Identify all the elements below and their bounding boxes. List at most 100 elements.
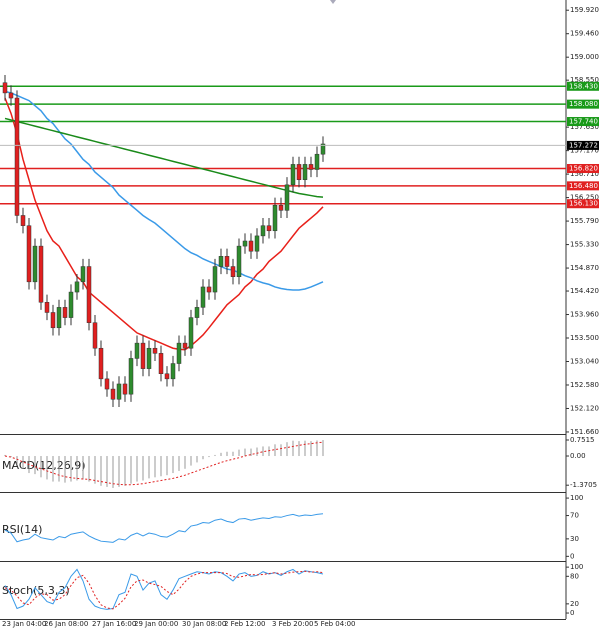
y-tick-label: 155.330 (570, 241, 599, 249)
y-tick-label: 153.960 (570, 311, 599, 319)
macd-bar (58, 456, 60, 482)
candle-body (236, 245, 242, 277)
candle-body (92, 322, 98, 349)
candle-body (32, 245, 38, 283)
candle-body (206, 286, 212, 293)
macd-bar (22, 456, 24, 469)
candle-body (116, 383, 122, 400)
y-tick-label: 152.580 (570, 381, 599, 389)
level-label-box (567, 199, 599, 209)
level-label: 158.430 (569, 82, 598, 90)
macd-bar (262, 446, 264, 457)
candle-body (176, 342, 182, 364)
level-label: 157.740 (569, 118, 598, 126)
candle-body (224, 256, 230, 267)
macd-bar (40, 456, 42, 478)
candle-body (194, 307, 200, 318)
candle-body (182, 342, 188, 349)
candle-body (50, 312, 56, 329)
macd-bar (286, 442, 288, 457)
macd-bar (274, 444, 276, 457)
y-tick-label: 151.660 (570, 428, 599, 436)
y-tick-label: 156.250 (570, 194, 599, 202)
panel-title: Stoch(5,3,3) (2, 584, 70, 597)
macd-bar (10, 456, 12, 458)
y-tick-label: 100 (570, 494, 583, 502)
macd-bar (88, 456, 90, 482)
macd-bar (136, 456, 138, 482)
candle-body (26, 225, 32, 283)
macd-bar (208, 456, 210, 458)
macd-bar (160, 456, 162, 477)
candle-body (302, 164, 308, 180)
macd-bar (214, 454, 216, 457)
y-tick-label: 154.870 (570, 264, 599, 272)
x-tick-label: 2 Feb 12:00 (224, 620, 265, 628)
y-tick-label: -1.3705 (570, 481, 597, 489)
candle-body (212, 266, 218, 293)
macd-bar (256, 447, 258, 457)
macd-bar (184, 456, 186, 469)
candle-body (104, 378, 110, 390)
candle-body (218, 256, 224, 267)
macd-bar (220, 452, 222, 457)
macd-bar (268, 446, 270, 457)
candle-body (284, 184, 290, 211)
macd-bar (148, 456, 150, 479)
x-tick-label: 3 Feb 20:00 (272, 620, 313, 628)
y-tick-label: 153.040 (570, 357, 599, 365)
macd-bar (100, 456, 102, 486)
macd-bar (46, 456, 48, 480)
moving-average (4, 97, 324, 351)
macd-bar (154, 456, 156, 478)
macd-bar (112, 456, 114, 488)
candle-body (266, 225, 272, 232)
macd-bar (16, 456, 18, 465)
macd-bar (172, 456, 174, 474)
candle-body (146, 347, 152, 369)
macd-bar (316, 440, 318, 457)
candle-body (152, 347, 158, 354)
y-tick-label: 80 (570, 572, 579, 580)
macd-bar (292, 440, 294, 457)
candle-body (62, 307, 68, 318)
y-tick-label: 154.420 (570, 287, 599, 295)
macd-bar (124, 456, 126, 486)
macd-bar (250, 448, 252, 457)
x-tick-label: 27 Jan 16:00 (92, 620, 136, 628)
y-tick-label: 0.7515 (570, 436, 595, 444)
level-label: 156.130 (569, 200, 598, 208)
x-tick-label: 26 Jan 08:00 (44, 620, 88, 628)
moving-average (4, 90, 324, 291)
level-label-box (567, 181, 599, 191)
candle-body (278, 205, 284, 211)
y-tick-label: 20 (570, 600, 579, 608)
y-tick-label: 159.460 (570, 30, 599, 38)
candle-body (314, 153, 320, 170)
y-tick-label: 0 (570, 552, 574, 560)
candle-body (14, 97, 20, 216)
y-tick-label: 159.000 (570, 53, 599, 61)
candle-body (134, 342, 140, 359)
macd-bar (202, 456, 204, 460)
candle-body (260, 225, 266, 237)
macd-bar (304, 440, 306, 457)
indicator-line (4, 513, 324, 543)
macd-bar (298, 441, 300, 457)
candle-body (122, 383, 128, 395)
candle-body (68, 291, 74, 318)
y-tick-label: 100 (570, 563, 583, 571)
y-tick-label: 155.790 (570, 217, 599, 225)
macd-bar (196, 456, 198, 463)
macd-bar (322, 440, 324, 457)
last-price-label: 157.272 (569, 141, 598, 149)
macd-bar (130, 456, 132, 484)
candle-body (248, 240, 254, 252)
y-tick-label: 70 (570, 512, 579, 520)
level-label-box (567, 117, 599, 127)
macd-bar (82, 456, 84, 480)
macd-bar (280, 444, 282, 457)
y-tick-label: 153.500 (570, 334, 599, 342)
level-label: 156.820 (569, 164, 598, 172)
moving-average (4, 117, 324, 198)
